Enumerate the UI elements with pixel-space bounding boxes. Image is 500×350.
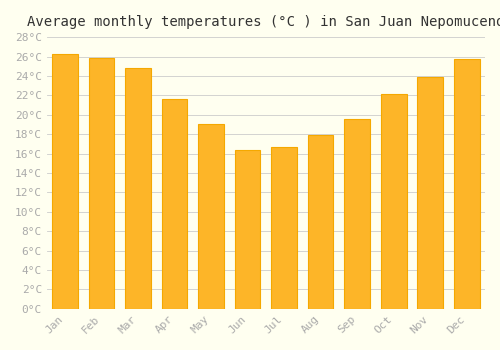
- Bar: [418, 77, 443, 309]
- Bar: [454, 60, 479, 309]
- Bar: [272, 147, 297, 309]
- Bar: [89, 58, 114, 309]
- Bar: [162, 99, 188, 309]
- Bar: [308, 135, 334, 309]
- Bar: [381, 94, 406, 309]
- Bar: [52, 54, 78, 309]
- Bar: [198, 124, 224, 309]
- Bar: [126, 68, 151, 309]
- Title: Average monthly temperatures (°C ) in San Juan Nepomuceno: Average monthly temperatures (°C ) in Sa…: [27, 15, 500, 29]
- Bar: [344, 119, 370, 309]
- Bar: [235, 150, 260, 309]
